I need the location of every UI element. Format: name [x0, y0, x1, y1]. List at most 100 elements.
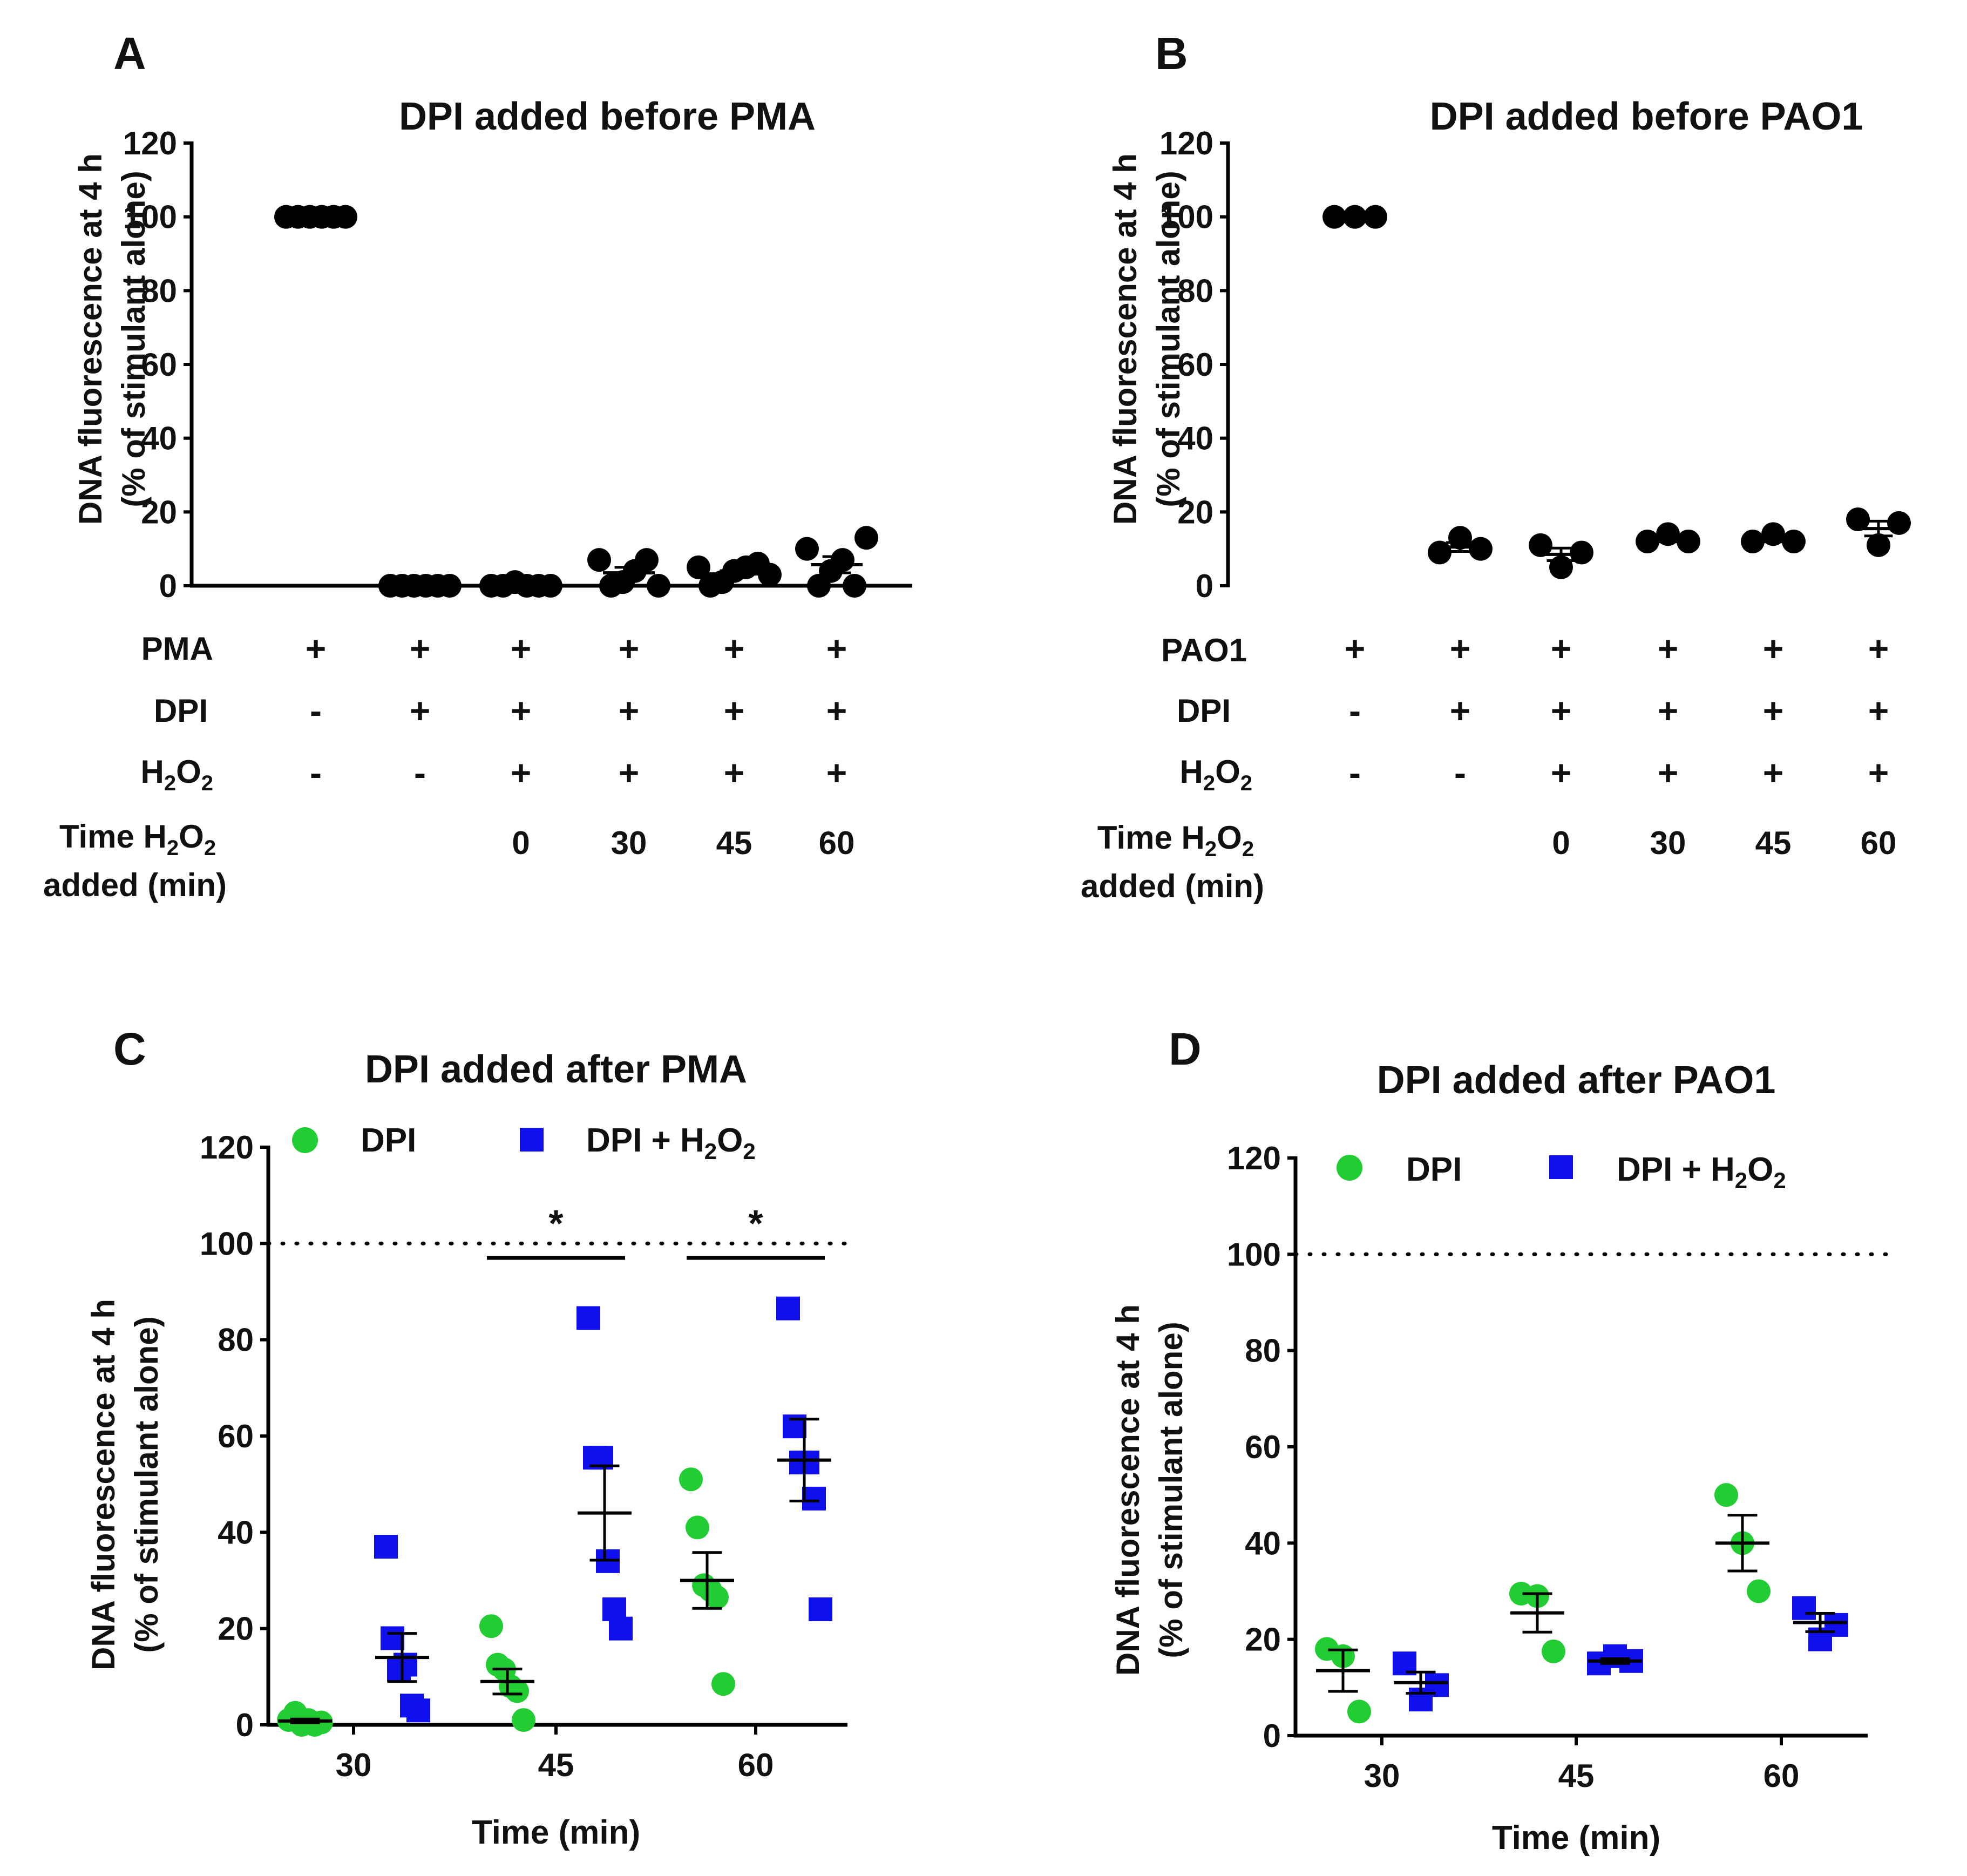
legend-dpi-h2o2-marker-d: [1549, 1155, 1573, 1179]
dpi-h2o2-point: [406, 1698, 430, 1723]
data-point: [1529, 533, 1552, 557]
row-label-time-line2-b: added (min): [1081, 868, 1264, 904]
y-tick-label: 0: [1196, 568, 1213, 604]
data-point: [1636, 530, 1659, 553]
panel-c-ylabel-line2: (% of stimulant alone): [128, 1316, 165, 1652]
time-value: 30: [1650, 825, 1686, 861]
dpi-point: [705, 1585, 729, 1609]
dpi-point: [711, 1672, 735, 1696]
y-tick-label: 80: [218, 1322, 254, 1358]
y-tick-label: 40: [141, 421, 177, 457]
data-point: [1469, 537, 1493, 561]
panel-a-title: DPI added before PMA: [399, 95, 816, 138]
plus-mark: +: [410, 628, 431, 668]
panel-c: C DPI added after PMA DNA fluorescence a…: [85, 1024, 858, 1851]
plus-mark: +: [306, 628, 327, 668]
dpi-point: [1747, 1579, 1771, 1603]
time-value: 0: [1552, 825, 1570, 861]
data-point: [1448, 526, 1472, 550]
data-point: [1677, 530, 1700, 553]
panel-b-condition-table: + + + + + + - + + + + + - - + + + +0 30 45 60: [1345, 628, 1897, 861]
row-label-time-line2: added (min): [43, 867, 227, 903]
y-tick-label: 40: [1177, 421, 1213, 457]
plus-mark: +: [619, 690, 640, 730]
time-value: 60: [1861, 825, 1897, 861]
data-point: [843, 574, 866, 598]
data-point: [1846, 507, 1870, 531]
panel-c-marks: 30 45 60 * *: [266, 1202, 858, 1783]
y-tick-label: 80: [1177, 273, 1213, 309]
time-value: 30: [611, 825, 647, 861]
row-label-pma: PMA: [141, 631, 213, 667]
plus-mark: +: [1868, 753, 1889, 793]
plus-mark: +: [1345, 628, 1366, 668]
panel-a: A DPI added before PMA DNA fluorescence …: [43, 28, 912, 903]
legend-dpi-h2o2-label: DPI + H2O2: [586, 1122, 756, 1164]
y-tick-label: 40: [218, 1514, 254, 1550]
time-value: 45: [716, 825, 752, 861]
y-tick-label: 60: [1177, 347, 1213, 383]
y-tick-label: 100: [1159, 199, 1213, 235]
y-tick-label: 0: [159, 568, 177, 604]
row-label-dpi-b: DPI: [1177, 693, 1231, 729]
row-label-dpi: DPI: [154, 693, 208, 729]
minus-mark: -: [310, 753, 322, 793]
y-tick-label: 120: [1227, 1140, 1281, 1176]
plus-mark: +: [511, 753, 532, 793]
plus-mark: +: [1450, 690, 1471, 730]
plus-mark: +: [724, 753, 745, 793]
y-tick-label: 100: [123, 199, 177, 235]
data-point: [438, 574, 462, 598]
data-point: [334, 205, 357, 229]
dpi-h2o2-point: [381, 1626, 404, 1650]
legend-dpi-marker-d: [1337, 1155, 1362, 1181]
y-tick-label: 60: [141, 347, 177, 383]
dpi-point: [512, 1708, 535, 1732]
panel-letter-a: A: [113, 28, 146, 79]
panel-d-title: DPI added after PAO1: [1377, 1059, 1776, 1102]
panel-d: D DPI added after PAO1 DNA fluorescence …: [1110, 1024, 1891, 1857]
panel-a-condition-table: + + + + + + - + + + + + - - + + + +0 30 45 60: [306, 628, 855, 861]
panel-d-ylabel-line2: (% of stimulant alone): [1153, 1322, 1189, 1658]
y-tick-label: 60: [1245, 1429, 1281, 1465]
significance-star: *: [748, 1202, 763, 1244]
panel-letter-c: C: [113, 1024, 146, 1074]
row-label-pao1: PAO1: [1161, 632, 1247, 668]
minus-mark: -: [414, 753, 426, 793]
panel-b-marks: [1322, 205, 1911, 579]
plus-mark: +: [826, 690, 847, 730]
y-tick-label: 120: [200, 1129, 254, 1166]
panel-c-title: DPI added after PMA: [365, 1048, 747, 1091]
row-label-time-line1: Time H2O2: [59, 818, 216, 860]
plus-mark: +: [1868, 628, 1889, 668]
y-tick-label: 80: [1245, 1333, 1281, 1369]
data-point: [1761, 522, 1785, 546]
y-tick-label: 20: [1177, 494, 1213, 530]
legend-dpi-marker: [292, 1127, 318, 1153]
data-point: [1364, 205, 1387, 229]
plus-mark: +: [1658, 628, 1679, 668]
minus-mark: -: [1454, 753, 1466, 793]
y-tick-label: 120: [123, 125, 177, 161]
plus-mark: +: [1551, 690, 1572, 730]
plus-mark: +: [826, 753, 847, 793]
dpi-h2o2-point: [809, 1597, 832, 1621]
dpi-point: [686, 1515, 709, 1540]
plus-mark: +: [511, 690, 532, 730]
row-label-h2o2: H2O2: [140, 754, 213, 795]
dpi-h2o2-point: [1824, 1613, 1848, 1637]
y-tick-label: 20: [141, 494, 177, 530]
plus-mark: +: [1551, 628, 1572, 668]
data-point: [1322, 205, 1346, 229]
plus-mark: +: [1658, 753, 1679, 793]
data-point: [647, 574, 670, 598]
dpi-point: [479, 1614, 503, 1638]
time-value: 60: [819, 825, 855, 861]
dpi-h2o2-point: [776, 1296, 800, 1320]
panel-letter-b: B: [1155, 28, 1188, 79]
panel-a-ylabel-line2: (% of stimulant alone): [116, 171, 152, 507]
data-point: [831, 548, 854, 572]
legend-dpi-h2o2-marker: [520, 1128, 544, 1152]
panel-a-ylabel-line1: DNA fluorescence at 4 h: [72, 153, 108, 525]
y-tick-label: 100: [200, 1225, 254, 1262]
